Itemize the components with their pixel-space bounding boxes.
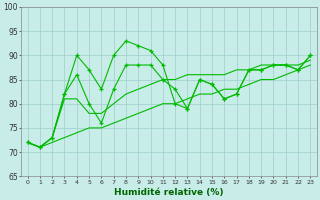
- X-axis label: Humidité relative (%): Humidité relative (%): [114, 188, 224, 197]
